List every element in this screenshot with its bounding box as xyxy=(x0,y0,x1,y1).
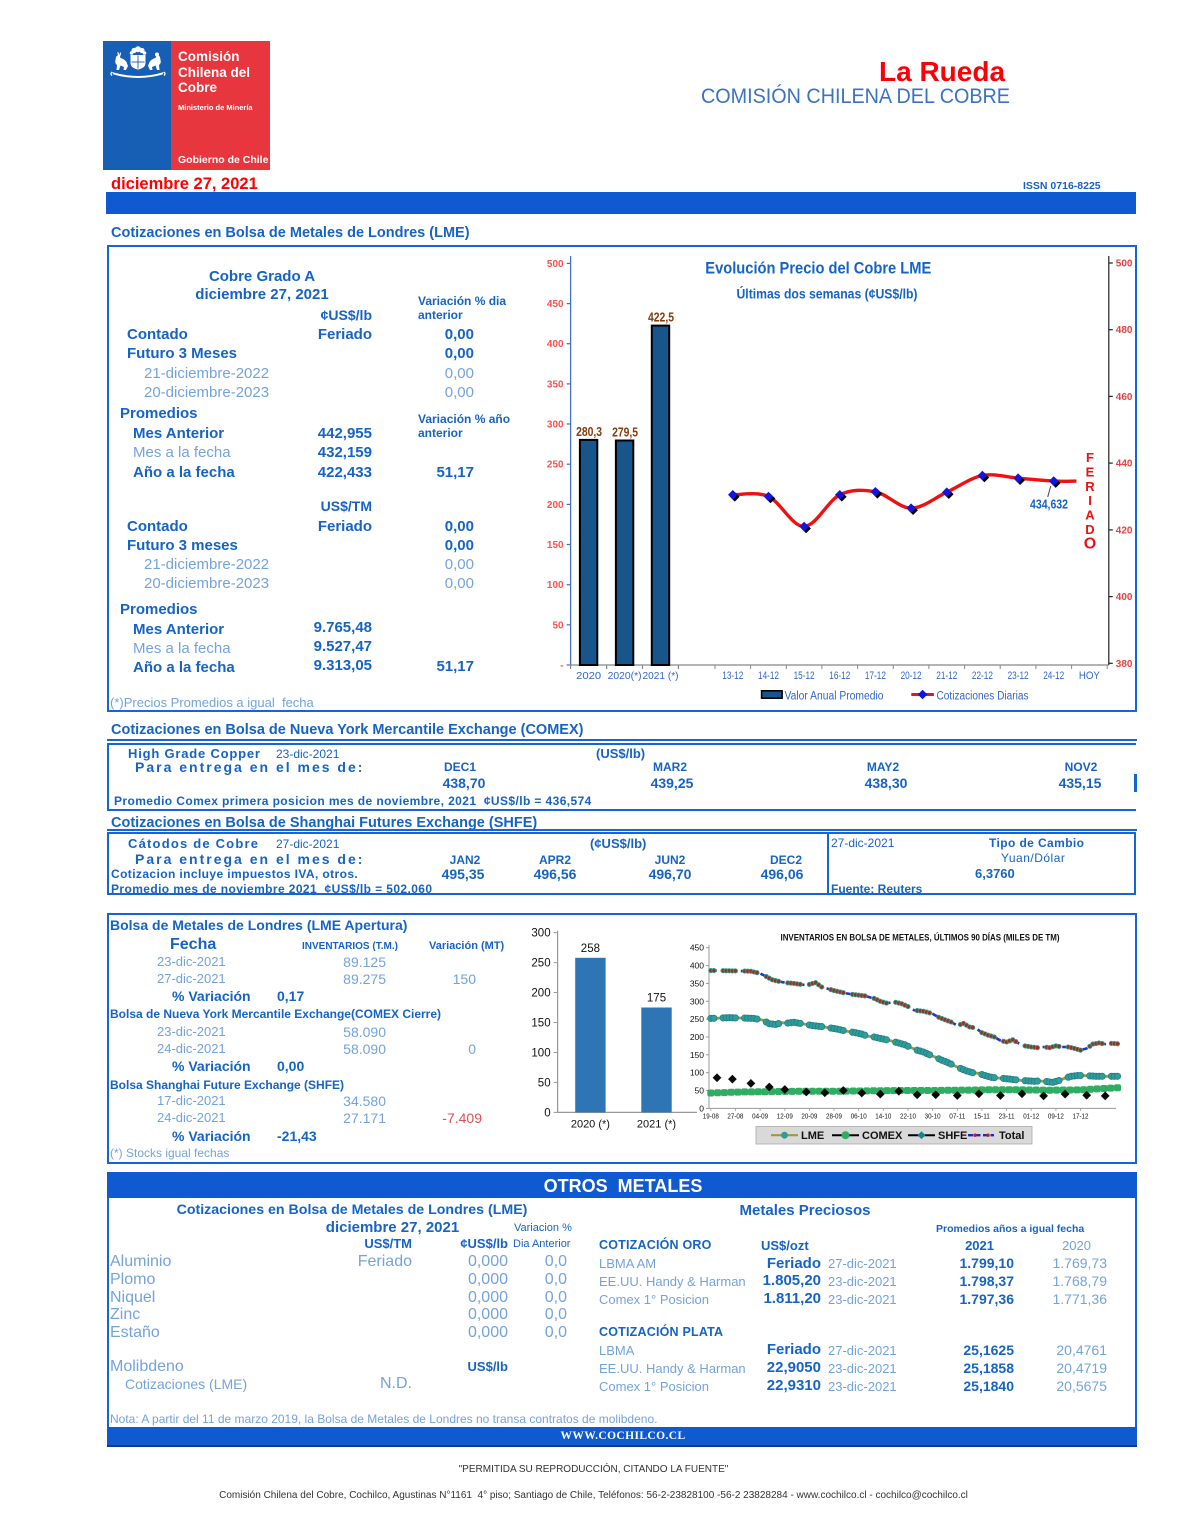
svg-text:2020(*): 2020(*) xyxy=(608,670,642,682)
svg-text:279,5: 279,5 xyxy=(612,425,638,440)
svg-text:200: 200 xyxy=(690,1032,704,1042)
svg-text:COMEX: COMEX xyxy=(862,1130,903,1142)
svg-text:460: 460 xyxy=(1116,392,1133,403)
svg-text:250: 250 xyxy=(690,1014,704,1024)
svg-text:23-11: 23-11 xyxy=(999,1111,1015,1120)
svg-text:Valor Anual Promedio: Valor Anual Promedio xyxy=(785,691,884,703)
svg-text:09-12: 09-12 xyxy=(1048,1111,1064,1120)
svg-text:2020: 2020 xyxy=(576,670,601,682)
svg-text:04-09: 04-09 xyxy=(752,1111,768,1120)
svg-text:17-12: 17-12 xyxy=(1073,1111,1089,1120)
svg-text:SHFE: SHFE xyxy=(938,1130,967,1142)
svg-text:2021 (*): 2021 (*) xyxy=(637,1118,676,1130)
svg-text:22-12: 22-12 xyxy=(972,670,993,682)
svg-text:23-12: 23-12 xyxy=(1008,670,1029,682)
svg-text:100: 100 xyxy=(547,580,564,591)
svg-text:150: 150 xyxy=(531,1018,550,1030)
svg-text:HOY: HOY xyxy=(1079,670,1101,682)
svg-text:14-12: 14-12 xyxy=(758,670,779,682)
svg-text:0: 0 xyxy=(699,1103,704,1113)
svg-text:150: 150 xyxy=(547,540,564,551)
svg-text:A: A xyxy=(1085,508,1095,523)
svg-text:500: 500 xyxy=(547,259,564,270)
svg-text:420: 420 xyxy=(1116,525,1133,536)
svg-text:300: 300 xyxy=(690,996,704,1006)
svg-text:28-09: 28-09 xyxy=(826,1111,842,1120)
svg-text:250: 250 xyxy=(547,460,564,471)
svg-text:400: 400 xyxy=(547,339,564,350)
svg-text:50: 50 xyxy=(538,1077,551,1089)
svg-text:14-10: 14-10 xyxy=(875,1111,891,1120)
svg-text:175: 175 xyxy=(647,993,666,1005)
svg-text:19-08: 19-08 xyxy=(703,1111,719,1120)
svg-text:Cotizaciones Diarias: Cotizaciones Diarias xyxy=(937,691,1029,703)
svg-text:Evolución Precio del Cobre LME: Evolución Precio del Cobre LME xyxy=(705,260,931,278)
svg-text:200: 200 xyxy=(531,988,550,1000)
svg-text:100: 100 xyxy=(690,1068,704,1078)
svg-text:16-12: 16-12 xyxy=(829,670,850,682)
svg-text:20-12: 20-12 xyxy=(901,670,922,682)
svg-text:24-12: 24-12 xyxy=(1043,670,1064,682)
svg-text:I: I xyxy=(1088,493,1092,508)
svg-text:500: 500 xyxy=(1116,259,1133,270)
svg-text:Total: Total xyxy=(999,1130,1024,1142)
svg-text:20-09: 20-09 xyxy=(801,1111,817,1120)
svg-text:D: D xyxy=(1085,522,1094,537)
svg-text:400: 400 xyxy=(690,961,704,971)
svg-text:0: 0 xyxy=(544,1107,550,1119)
svg-text:15-12: 15-12 xyxy=(794,670,815,682)
svg-text:440: 440 xyxy=(1116,459,1133,470)
svg-text:F: F xyxy=(1086,450,1094,465)
svg-text:422,5: 422,5 xyxy=(648,310,674,325)
svg-text:R: R xyxy=(1085,479,1095,494)
svg-text:480: 480 xyxy=(1116,325,1133,336)
svg-text:22-10: 22-10 xyxy=(900,1111,916,1120)
svg-text:Últimas dos semanas (¢US$/lb): Últimas dos semanas (¢US$/lb) xyxy=(737,285,918,302)
svg-text:07-11: 07-11 xyxy=(949,1111,965,1120)
svg-text:434,632: 434,632 xyxy=(1030,497,1068,512)
svg-text:INVENTARIOS EN BOLSA DE METALE: INVENTARIOS EN BOLSA DE METALES, ÚLTIMOS… xyxy=(781,932,1060,944)
svg-text:350: 350 xyxy=(547,379,564,390)
svg-text:15-11: 15-11 xyxy=(974,1111,990,1120)
svg-text:50: 50 xyxy=(695,1086,705,1096)
svg-text:200: 200 xyxy=(547,500,564,511)
svg-text:13-12: 13-12 xyxy=(722,670,743,682)
svg-text:12-09: 12-09 xyxy=(777,1111,793,1120)
svg-text:COMISIÓN CHILENA DEL COBRE: COMISIÓN CHILENA DEL COBRE xyxy=(701,85,1010,108)
svg-text:300: 300 xyxy=(547,420,564,431)
svg-text:17-12: 17-12 xyxy=(865,670,886,682)
svg-text:E: E xyxy=(1086,464,1095,479)
svg-text:150: 150 xyxy=(690,1050,704,1060)
svg-text:300: 300 xyxy=(531,928,550,940)
svg-text:258: 258 xyxy=(581,943,600,955)
svg-text:O: O xyxy=(1084,535,1096,552)
svg-text:21-12: 21-12 xyxy=(936,670,957,682)
svg-text:350: 350 xyxy=(690,978,704,988)
svg-text:100: 100 xyxy=(531,1048,550,1060)
svg-text:450: 450 xyxy=(690,943,704,953)
svg-text:06-10: 06-10 xyxy=(851,1111,867,1120)
svg-text:LME: LME xyxy=(801,1130,824,1142)
svg-text:-: - xyxy=(560,661,563,672)
svg-text:400: 400 xyxy=(1116,592,1133,603)
svg-text:380: 380 xyxy=(1116,659,1133,670)
svg-text:280,3: 280,3 xyxy=(576,424,602,439)
svg-text:2020 (*): 2020 (*) xyxy=(571,1118,610,1130)
svg-text:30-10: 30-10 xyxy=(925,1111,941,1120)
svg-text:27-08: 27-08 xyxy=(727,1111,743,1120)
svg-text:250: 250 xyxy=(531,958,550,970)
svg-text:450: 450 xyxy=(547,299,564,310)
svg-text:01-12: 01-12 xyxy=(1023,1111,1039,1120)
svg-text:2021 (*): 2021 (*) xyxy=(643,670,679,682)
svg-text:50: 50 xyxy=(552,620,564,631)
